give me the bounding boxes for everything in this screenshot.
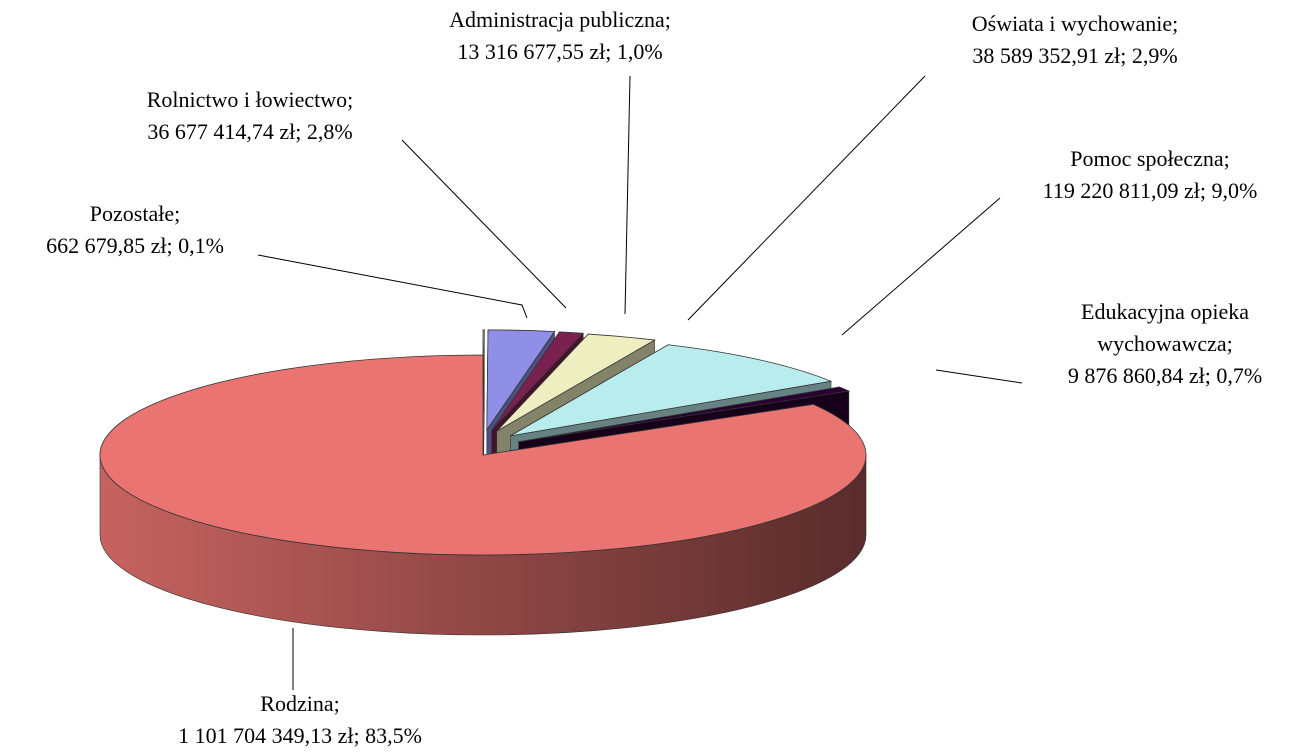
label-value: 9 876 860,84 zł; 0,7% (1067, 363, 1263, 388)
data-label: Rolnictwo i łowiectwo; 36 677 414,74 zł; … (147, 84, 354, 148)
slice-top (486, 329, 556, 432)
leader-line (401, 139, 567, 309)
leader-line (624, 75, 631, 315)
slice-top (518, 386, 851, 443)
data-label: Pozostałe; 662 679,85 zł; 0,1% (46, 198, 224, 262)
label-category: Rodzina; (260, 691, 340, 716)
label-category: Rolnictwo i łowiectwo; (146, 87, 354, 112)
data-label: Administracja publiczna; 13 316 677,55 zł… (449, 4, 671, 68)
label-category: Oświata i wychowanie; (971, 11, 1179, 36)
label-category: Pozostałe; (89, 201, 181, 226)
label-value: 1 101 704 349,13 zł; 83,5% (178, 723, 422, 748)
leader-line (935, 369, 1023, 384)
label-value: 38 589 352,91 zł; 2,9% (972, 43, 1178, 68)
data-label: Rodzina; 1 101 704 349,13 zł; 83,5% (178, 688, 422, 752)
label-category: Pomoc społeczna; (1070, 146, 1230, 171)
label-category: Edukacyjna opieka wychowawcza; (1081, 299, 1249, 356)
data-label: Oświata i wychowanie; 38 589 352,91 zł; 2… (972, 8, 1179, 72)
pie-slice (99, 354, 867, 636)
slice-top (496, 333, 656, 432)
slice-top (491, 331, 585, 431)
data-label: Edukacyjna opieka wychowawcza; 9 876 860,… (1050, 296, 1280, 392)
label-value: 36 677 414,74 zł; 2,8% (147, 119, 353, 144)
slice-top (99, 354, 867, 556)
leader-line (687, 75, 926, 321)
label-value: 13 316 677,55 zł; 1,0% (457, 39, 663, 64)
leader-line (257, 254, 528, 319)
data-label: Pomoc społeczna; 119 220 811,09 zł; 9,0% (1043, 143, 1258, 207)
leader-line (841, 197, 1001, 336)
label-category: Administracja publiczna; (449, 7, 671, 32)
label-value: 662 679,85 zł; 0,1% (46, 233, 224, 258)
slice-top (510, 344, 833, 437)
label-value: 119 220 811,09 zł; 9,0% (1042, 178, 1258, 203)
